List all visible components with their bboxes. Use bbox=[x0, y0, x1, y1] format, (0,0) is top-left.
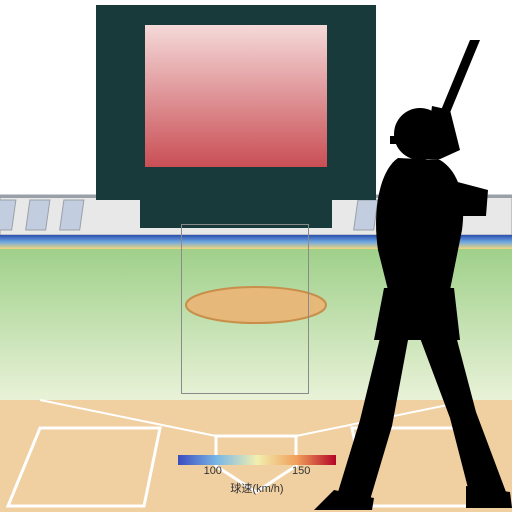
batter-silhouette bbox=[300, 40, 512, 510]
legend-tick: 100 bbox=[204, 465, 222, 477]
pitch-location-diagram: 100150 球速(km/h) bbox=[0, 0, 512, 512]
strike-zone bbox=[181, 224, 309, 394]
